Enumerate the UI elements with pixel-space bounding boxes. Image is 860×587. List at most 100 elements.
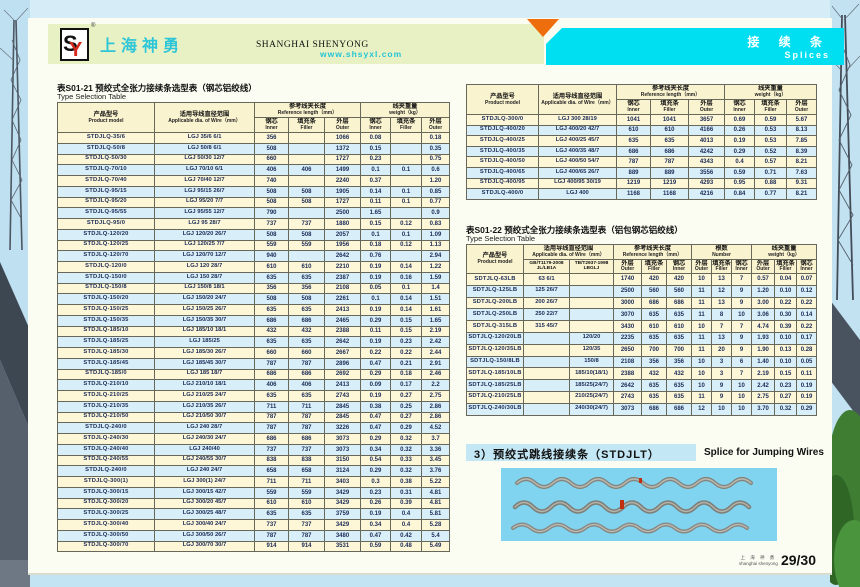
table-row: STDJLQ-95/0 LGJ 95 28/7 737 737 1880 0.15 0.12…	[57, 218, 450, 230]
cell-value: 508	[254, 228, 289, 241]
cell-value: 914	[254, 540, 289, 553]
cell-value: 11	[691, 331, 712, 345]
cell-value: 0.07	[796, 273, 818, 286]
cell-value: 0.22	[360, 347, 391, 359]
cell-value: 406	[288, 164, 325, 176]
cell-product-model: STDJLQ-240/55	[57, 454, 155, 467]
cell-value: 5.49	[421, 540, 450, 553]
cell-value: 1.13	[421, 239, 450, 252]
cell-value: 0.1	[390, 228, 422, 241]
table-row: STDJLQ-150/25 LGJ 150/25 26/7 635 635 2413 0.…	[57, 304, 450, 316]
cell-value: 686	[616, 145, 651, 158]
cell-value: 420	[641, 273, 667, 286]
cell-value: 3226	[324, 422, 361, 434]
cell-value: 2388	[324, 325, 361, 338]
table-row: SDTJLQ-150/8LB 150/8 2108 356 356 10 3 6 1.40 0.1…	[466, 355, 818, 369]
tower-illustration-right	[818, 0, 860, 587]
cell-value: 0.4	[724, 156, 755, 168]
cell-value: 0.1	[390, 196, 422, 209]
cell-value: 610	[616, 124, 651, 137]
cell-product-model: STDJLQ-300/0	[466, 114, 539, 126]
cell-value: 686	[666, 402, 692, 416]
cell-value: 686	[666, 296, 692, 310]
cell-value: 0.39	[774, 320, 798, 333]
cell-value: 120/35	[569, 343, 614, 357]
cell-value: 0.32	[390, 433, 422, 445]
cell-product-model: STDJLQ-300/15	[57, 486, 155, 499]
cell-value: 0.10	[774, 331, 798, 345]
cell-value	[288, 250, 325, 262]
website-link[interactable]: www.shsyxl.com	[320, 49, 403, 59]
col-ref-outer: 外层 Outer	[688, 99, 725, 115]
cell-value: 1041	[650, 114, 689, 126]
cell-value: 432	[641, 367, 667, 381]
cell-product-model: STDJLQ-400/25	[466, 135, 539, 147]
cell-value: 315 45/7	[523, 320, 570, 333]
section-tab-title-en: Splices	[784, 50, 830, 60]
cell-value: 1066	[324, 132, 361, 144]
cell-product-model: STDJLQ-210/50	[57, 411, 155, 424]
col-ref-inner: 钢芯 Inner	[616, 99, 651, 115]
cell-product-model: SDTJLQ-210/25LB	[466, 390, 524, 404]
cell-value: 737	[254, 443, 289, 456]
table-row: STDJLQ-95/55 LGJ 95/55 12/7 790 2500 1.65 0.9	[57, 207, 450, 219]
cell-value: 1.93	[751, 331, 776, 345]
cell-value: 686	[288, 314, 325, 327]
cell-value: LGJ 400/20 42/7	[538, 124, 617, 137]
cell-value: 0.57	[754, 156, 787, 168]
cell-value	[390, 142, 422, 155]
cell-value: 737	[288, 519, 325, 531]
cell-value: 2.86	[421, 411, 450, 424]
cell-value: 11	[691, 284, 712, 298]
brand-name-en: SHANGHAI SHENYONG	[256, 40, 369, 50]
table-row: STDJLQ-240/40 LGJ 240/40 737 737 3073 0.34 0.3…	[57, 443, 450, 456]
cell-product-model: SDTJLQ-150/8LB	[466, 355, 524, 369]
cell-value: 610	[650, 124, 689, 137]
tower-illustration-left	[0, 0, 30, 587]
table-row: STDJLQ-400/25 LGJ 400/25 45/7 635 635 4013 0.…	[466, 135, 817, 147]
cell-value: 940	[254, 250, 289, 262]
cell-value: 4216	[688, 188, 725, 200]
cell-value: LGJ 120/70 12/7	[154, 250, 255, 262]
col-wt-filler: 填充条 Filler	[774, 258, 798, 274]
col-gb-standard: GB/T1179-2008 JL/LB1A	[523, 258, 570, 274]
cell-value: 686	[254, 368, 289, 381]
cell-value: 420	[666, 273, 692, 286]
cell-value	[569, 296, 614, 310]
cell-value: 10	[730, 402, 753, 416]
cell-product-model: STDJLQ-210/35	[57, 400, 155, 413]
svg-text:S: S	[63, 31, 78, 56]
cell-value: 635	[641, 331, 667, 345]
cell-value: 2108	[324, 282, 361, 295]
cell-value: 508	[288, 293, 325, 305]
cell-value: 635	[650, 135, 689, 147]
cell-value: 432	[666, 367, 692, 381]
cell-value: 635	[288, 304, 325, 316]
cell-value: 0.59	[754, 114, 787, 126]
cell-value: 610	[641, 320, 667, 333]
cell-value: LGJ 185/30 26/7	[154, 347, 255, 359]
table2-subtitle: Type Selection Table	[466, 234, 536, 243]
cell-value	[569, 308, 614, 322]
cell-value: 508	[254, 293, 289, 305]
cell-value: 508	[254, 196, 289, 209]
cell-value	[569, 320, 614, 333]
table2-body: SDTJLQ-63LB 63 6/1 1740 420 420 10 13 7 0.57 0.04…	[466, 273, 818, 416]
cell-value: 2.75	[751, 390, 776, 404]
cell-value: 406	[254, 164, 289, 176]
cell-value: 250 22/7	[523, 308, 570, 322]
cell-value: 0.22	[796, 296, 818, 310]
cell-value: 0.34	[360, 443, 391, 456]
cell-product-model: STDJLQ-300/20	[57, 497, 155, 510]
cell-value: LGJ 95/20 7/7	[154, 196, 255, 209]
table-row: STDJLQ-185/10 LGJ 185/10 18/1 432 432 2388 0.…	[57, 325, 450, 338]
cell-value: 0.71	[754, 166, 787, 179]
cell-value: 12	[711, 284, 732, 298]
cell-value: 0.19	[360, 261, 391, 273]
col-wt-inner: 钢芯 Inner	[724, 99, 755, 115]
cell-value: LGJ 185 18/7	[154, 368, 255, 381]
cell-product-model: STDJLQ-400/20	[466, 124, 539, 137]
cell-value: 0.26	[360, 497, 391, 510]
cell-value: 0.4	[390, 508, 422, 520]
cell-value: 0.84	[724, 188, 755, 200]
